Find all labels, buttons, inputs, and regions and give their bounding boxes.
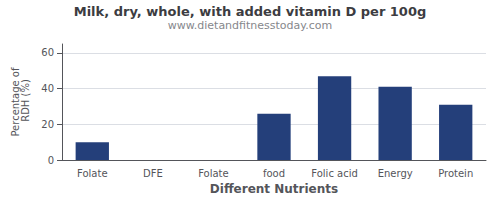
svg-text:Different Nutrients: Different Nutrients xyxy=(210,182,338,196)
svg-text:Milk, dry, whole, with added v: Milk, dry, whole, with added vitamin D p… xyxy=(74,4,427,19)
svg-text:Energy: Energy xyxy=(378,168,413,179)
svg-text:Percentage of: Percentage of xyxy=(9,67,21,137)
svg-text:0: 0 xyxy=(48,155,54,166)
svg-text:www.dietandfitnesstoday.com: www.dietandfitnesstoday.com xyxy=(168,19,332,32)
svg-text:Protein: Protein xyxy=(438,168,473,179)
svg-text:food: food xyxy=(263,168,285,179)
svg-text:Folate: Folate xyxy=(198,168,229,179)
svg-text:20: 20 xyxy=(41,119,54,130)
svg-text:DFE: DFE xyxy=(143,168,163,179)
svg-text:60: 60 xyxy=(41,47,54,58)
svg-text:RDH (%): RDH (%) xyxy=(20,79,31,125)
svg-text:Folic acid: Folic acid xyxy=(311,168,358,179)
svg-text:40: 40 xyxy=(41,83,54,94)
svg-text:Folate: Folate xyxy=(77,168,108,179)
